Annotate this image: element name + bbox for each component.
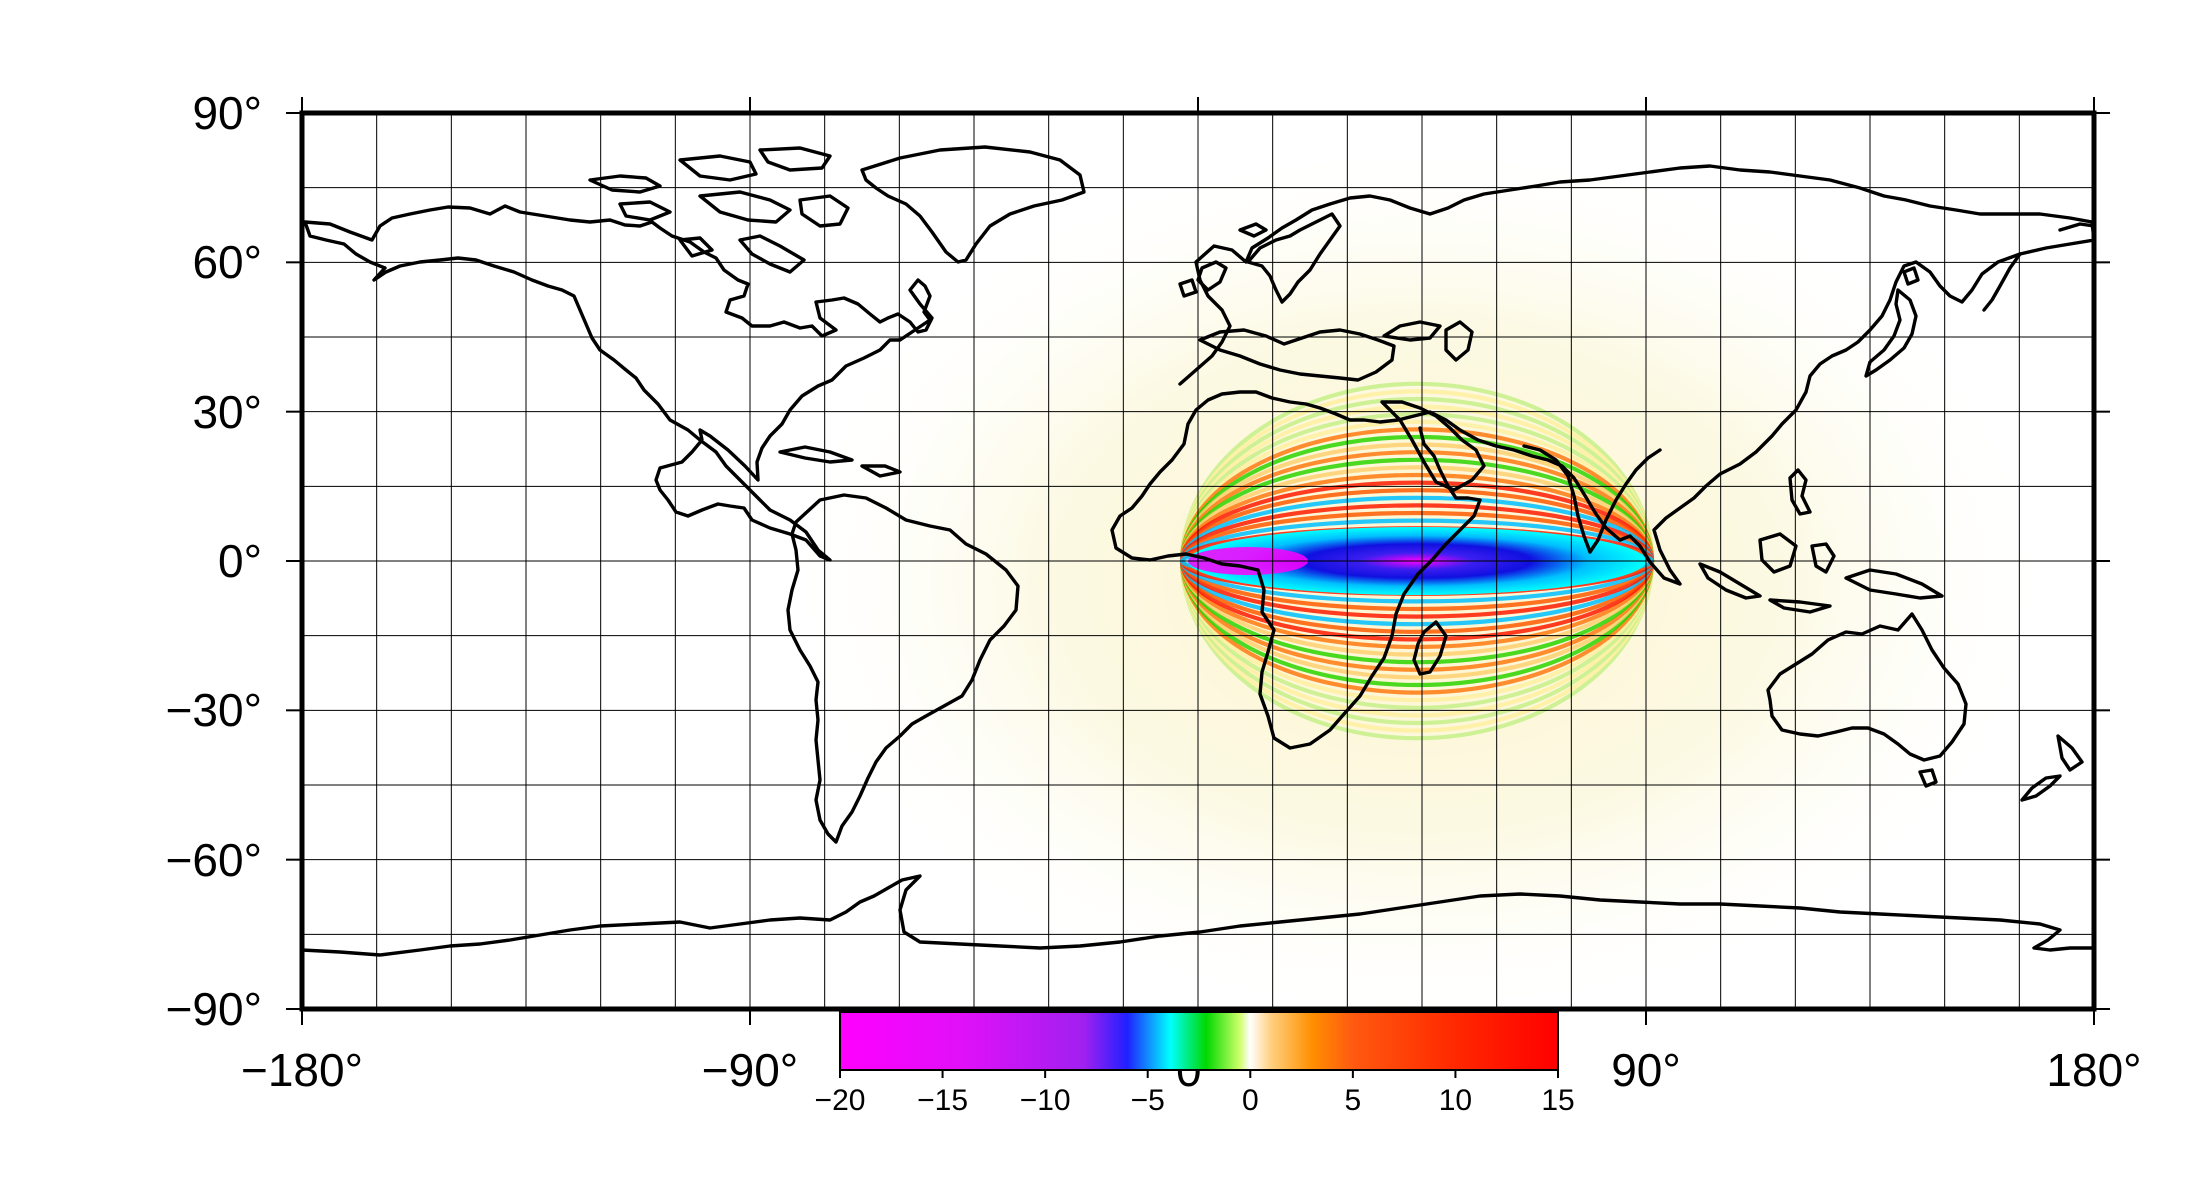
coastline-north-america xyxy=(303,204,934,562)
coastline-arctic-islands xyxy=(588,146,850,274)
coastline-south-america xyxy=(786,493,1020,844)
coastline-australia xyxy=(1766,612,1968,788)
colorbar-tick-label: −15 xyxy=(917,1084,968,1117)
map-area: −180° −90° 0° 90° 180° 90° 60° 30° 0° −3… xyxy=(166,87,2142,1096)
colorbar-tick-label: 15 xyxy=(1541,1084,1574,1117)
colorbar-tick-label: 5 xyxy=(1345,1084,1362,1117)
colorbar-tick-label: 10 xyxy=(1439,1084,1472,1117)
coastline-arabia-india xyxy=(1380,400,1662,554)
coastline-chukotka xyxy=(1982,222,2094,312)
coastline-new-zealand xyxy=(2020,734,2084,802)
lon-tick-label: −180° xyxy=(241,1044,363,1096)
lat-tick-label: −90° xyxy=(166,983,262,1035)
colorbar-ticks: −20 −15 −10 −5 0 5 10 15 xyxy=(815,1070,1575,1117)
coastline-japan xyxy=(1864,266,1920,378)
lat-tick-label: 90° xyxy=(192,87,262,139)
coastline-greenland xyxy=(860,145,1086,264)
coastline-madagascar xyxy=(1412,620,1448,676)
axis-ticks xyxy=(286,97,2110,1025)
colorbar-tick-label: −10 xyxy=(1020,1084,1071,1117)
coastline-scandinavia xyxy=(1178,212,1342,304)
lat-tick-label: 0° xyxy=(218,535,262,587)
coastlines xyxy=(302,145,2094,957)
lat-tick-label: −30° xyxy=(166,684,262,736)
coastline-eurasia xyxy=(1110,164,2094,750)
lon-tick-label: 90° xyxy=(1611,1044,1681,1096)
colorbar: −20 −15 −10 −5 0 5 10 15 xyxy=(815,1011,1575,1117)
coastline-antarctica xyxy=(302,874,2094,957)
lat-tick-label: −60° xyxy=(166,834,262,886)
latitude-labels: 90° 60° 30° 0° −30° −60° −90° xyxy=(166,87,262,1035)
colorbar-tick-label: −20 xyxy=(815,1084,866,1117)
lon-tick-label: 180° xyxy=(2046,1044,2141,1096)
colorbar-tick-label: −5 xyxy=(1131,1084,1165,1117)
colorbar-tick-label: 0 xyxy=(1242,1084,1259,1117)
longitude-labels: −180° −90° 0° 90° 180° xyxy=(241,1044,2142,1096)
coastline-mediterranean xyxy=(1198,320,1474,382)
colorbar-bar xyxy=(839,1011,1559,1071)
coastline-cuba xyxy=(778,445,902,478)
coastline-southeast-asia xyxy=(1698,468,1944,614)
lat-tick-label: 60° xyxy=(192,236,262,288)
lon-tick-label: −90° xyxy=(702,1044,798,1096)
lat-tick-label: 30° xyxy=(192,386,262,438)
